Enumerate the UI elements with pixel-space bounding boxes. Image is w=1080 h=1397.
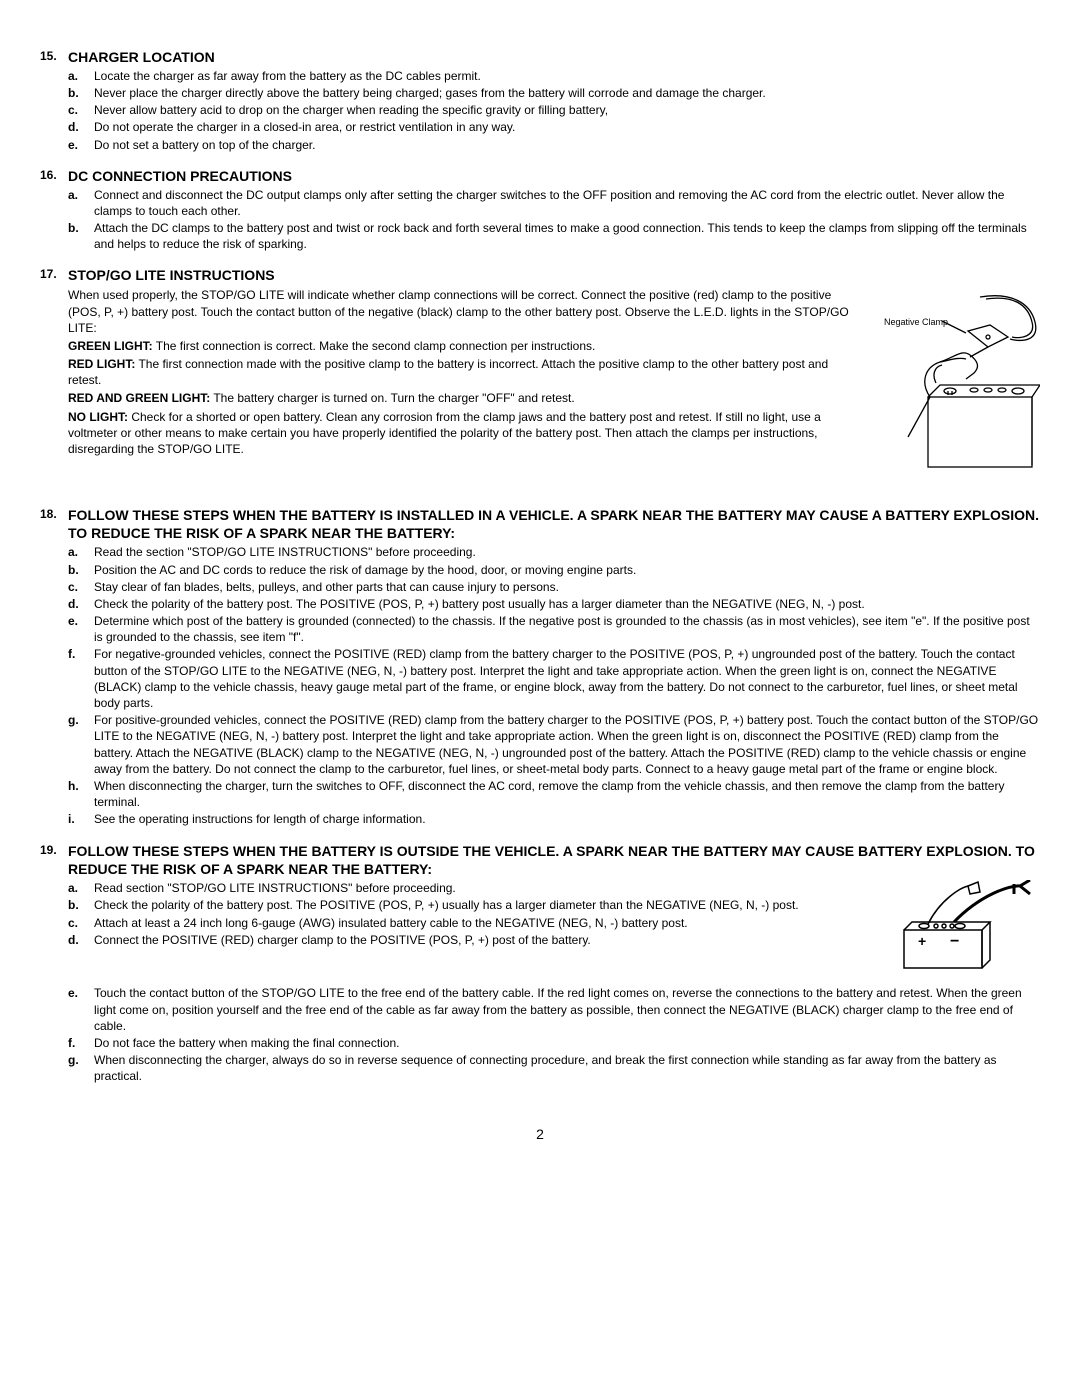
list-item: b.Attach the DC clamps to the battery po…: [68, 220, 1040, 252]
list-item-text: Read section "STOP/GO LITE INSTRUCTIONS"…: [94, 880, 880, 896]
list-item: a.Connect and disconnect the DC output c…: [68, 187, 1040, 219]
list-item-text: Read the section "STOP/GO LITE INSTRUCTI…: [94, 544, 1040, 560]
list-item: c.Never allow battery acid to drop on th…: [68, 102, 1040, 118]
list-item: g.For positive-grounded vehicles, connec…: [68, 712, 1040, 777]
section-title: DC CONNECTION PRECAUTIONS: [68, 167, 1040, 186]
list-item-text: Connect the POSITIVE (RED) charger clamp…: [94, 932, 880, 948]
list-item-letter: b.: [68, 85, 94, 101]
list-item-letter: b.: [68, 562, 94, 578]
list-item-text: Locate the charger as far away from the …: [94, 68, 1040, 84]
tagged-line-text: The battery charger is turned on. Turn t…: [210, 391, 574, 405]
list-item: b.Position the AC and DC cords to reduce…: [68, 562, 1040, 578]
list-item-text: Do not operate the charger in a closed-i…: [94, 119, 1040, 135]
list-item-text: See the operating instructions for lengt…: [94, 811, 1040, 827]
section: 19.FOLLOW THESE STEPS WHEN THE BATTERY I…: [40, 842, 1040, 1085]
list-item: a.Read the section "STOP/GO LITE INSTRUC…: [68, 544, 1040, 560]
list-item: g.When disconnecting the charger, always…: [68, 1052, 1040, 1084]
section: 15.CHARGER LOCATIONa.Locate the charger …: [40, 48, 1040, 153]
list-item-letter: a.: [68, 544, 94, 560]
list-item: i.See the operating instructions for len…: [68, 811, 1040, 827]
list-item-letter: a.: [68, 68, 94, 84]
list-item-letter: a.: [68, 187, 94, 203]
svg-text:+: +: [918, 933, 926, 949]
list-item-letter: d.: [68, 119, 94, 135]
list-item-letter: f.: [68, 646, 94, 662]
section-title: FOLLOW THESE STEPS WHEN THE BATTERY IS I…: [68, 506, 1040, 544]
list-item: b.Check the polarity of the battery post…: [68, 897, 880, 913]
list-item-letter: c.: [68, 915, 94, 931]
list-item-text: Never allow battery acid to drop on the …: [94, 102, 1040, 118]
list-item-letter: b.: [68, 897, 94, 913]
tagged-line-text: Check for a shorted or open battery. Cle…: [68, 410, 821, 456]
section-number: 18.: [40, 506, 68, 522]
section: 18.FOLLOW THESE STEPS WHEN THE BATTERY I…: [40, 506, 1040, 828]
list-item-letter: g.: [68, 1052, 94, 1068]
list-item-letter: c.: [68, 102, 94, 118]
list-item: c.Stay clear of fan blades, belts, pulle…: [68, 579, 1040, 595]
tagged-line-label: RED LIGHT:: [68, 357, 135, 371]
section: 17.STOP/GO LITE INSTRUCTIONS Negative Cl…: [40, 266, 1040, 491]
list-item: e.Determine which post of the battery is…: [68, 613, 1040, 645]
list-item-letter: a.: [68, 880, 94, 896]
list-item-letter: b.: [68, 220, 94, 236]
list-item: d.Check the polarity of the battery post…: [68, 596, 1040, 612]
list-item: a.Locate the charger as far away from th…: [68, 68, 1040, 84]
list-item-letter: e.: [68, 985, 94, 1001]
list-item-text: Do not face the battery when making the …: [94, 1035, 1040, 1051]
list-item-text: For positive-grounded vehicles, connect …: [94, 712, 1040, 777]
section: 16.DC CONNECTION PRECAUTIONSa.Connect an…: [40, 167, 1040, 253]
svg-text:Negative Clamp: Negative Clamp: [884, 317, 948, 327]
list-item: d.Connect the POSITIVE (RED) charger cla…: [68, 932, 880, 948]
list-item-text: Stay clear of fan blades, belts, pulleys…: [94, 579, 1040, 595]
tagged-line-label: RED AND GREEN LIGHT:: [68, 391, 210, 405]
list-item-letter: g.: [68, 712, 94, 728]
list-item-text: Check the polarity of the battery post. …: [94, 897, 880, 913]
list-item-text: Attach the DC clamps to the battery post…: [94, 220, 1040, 252]
section-title: FOLLOW THESE STEPS WHEN THE BATTERY IS O…: [68, 842, 1040, 880]
list-item-text: Determine which post of the battery is g…: [94, 613, 1040, 645]
list-item-letter: f.: [68, 1035, 94, 1051]
list-item-text: For negative-grounded vehicles, connect …: [94, 646, 1040, 711]
tagged-line-text: The first connection is correct. Make th…: [153, 339, 596, 353]
list-item: d.Do not operate the charger in a closed…: [68, 119, 1040, 135]
list-item: e.Do not set a battery on top of the cha…: [68, 137, 1040, 153]
list-item: f.For negative-grounded vehicles, connec…: [68, 646, 1040, 711]
list-item-letter: i.: [68, 811, 94, 827]
list-item-letter: e.: [68, 613, 94, 629]
section-number: 15.: [40, 48, 68, 64]
tagged-line-label: NO LIGHT:: [68, 410, 128, 424]
list-item: b.Never place the charger directly above…: [68, 85, 1040, 101]
list-item-letter: d.: [68, 596, 94, 612]
list-item-letter: c.: [68, 579, 94, 595]
tagged-line-text: The first connection made with the posit…: [68, 357, 828, 387]
list-item-text: Check the polarity of the battery post. …: [94, 596, 1040, 612]
section-number: 19.: [40, 842, 68, 858]
list-item: f.Do not face the battery when making th…: [68, 1035, 1040, 1051]
list-item-text: When disconnecting the charger, always d…: [94, 1052, 1040, 1084]
list-item-text: Attach at least a 24 inch long 6-gauge (…: [94, 915, 880, 931]
section-number: 17.: [40, 266, 68, 282]
list-item-text: Connect and disconnect the DC output cla…: [94, 187, 1040, 219]
section-title: STOP/GO LITE INSTRUCTIONS: [68, 266, 1040, 285]
list-item-letter: h.: [68, 778, 94, 794]
section-number: 16.: [40, 167, 68, 183]
list-item: a.Read section "STOP/GO LITE INSTRUCTION…: [68, 880, 880, 896]
tagged-line-label: GREEN LIGHT:: [68, 339, 153, 353]
battery-illustration: + −: [890, 880, 1040, 980]
list-item: e.Touch the contact button of the STOP/G…: [68, 985, 1040, 1034]
list-item-text: Position the AC and DC cords to reduce t…: [94, 562, 1040, 578]
list-item-letter: e.: [68, 137, 94, 153]
list-item: c.Attach at least a 24 inch long 6-gauge…: [68, 915, 880, 931]
list-item-text: When disconnecting the charger, turn the…: [94, 778, 1040, 810]
list-item-text: Do not set a battery on top of the charg…: [94, 137, 1040, 153]
section-title: CHARGER LOCATION: [68, 48, 1040, 67]
negative-clamp-illustration: Negative Clamp: [870, 287, 1040, 487]
list-item-letter: d.: [68, 932, 94, 948]
list-item: h.When disconnecting the charger, turn t…: [68, 778, 1040, 810]
page-number: 2: [40, 1125, 1040, 1144]
list-item-text: Touch the contact button of the STOP/GO …: [94, 985, 1040, 1034]
svg-text:−: −: [950, 933, 959, 950]
list-item-text: Never place the charger directly above t…: [94, 85, 1040, 101]
